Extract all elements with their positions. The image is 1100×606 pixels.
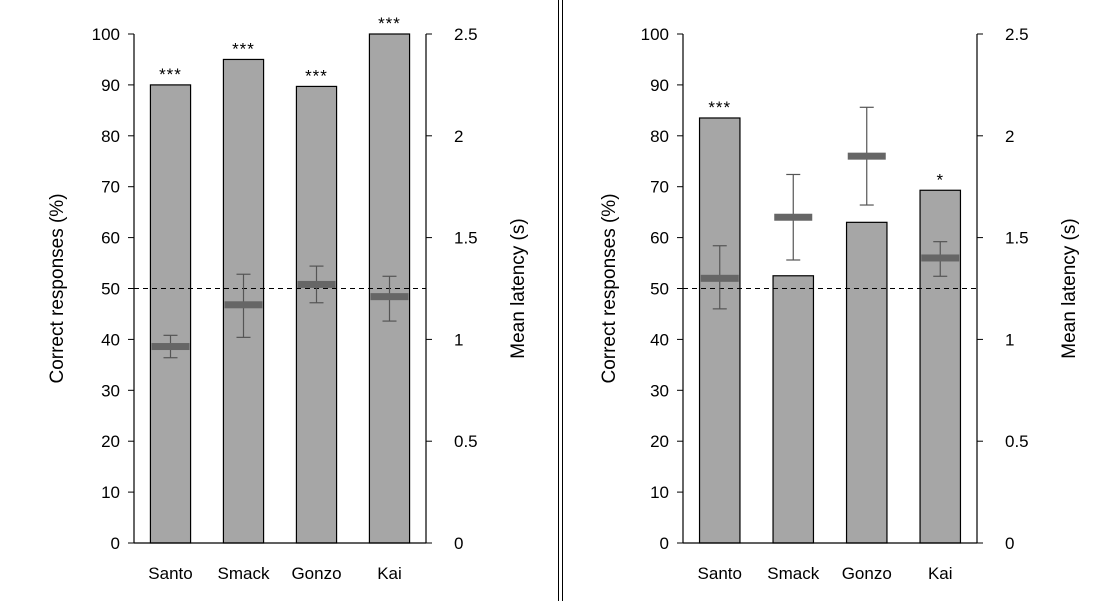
chart-right: ****010203040506070809010000.511.522.5Sa…: [599, 25, 1080, 583]
right-y-tick-label: 0: [1005, 534, 1014, 553]
left-y-tick-label: 90: [101, 76, 120, 95]
latency-marker-kai: [370, 293, 409, 301]
latency-marker-gonzo: [847, 152, 886, 160]
left-y-tick-label: 90: [650, 76, 669, 95]
significance-label: ***: [378, 14, 401, 33]
right-y-tick-label: 1: [1005, 330, 1014, 349]
left-y-tick-label: 50: [101, 280, 120, 299]
left-axis-title: Correct responses (%): [599, 193, 620, 383]
right-axis-title: Mean latency (s): [508, 218, 529, 358]
left-y-tick-label: 0: [111, 534, 120, 553]
latency-marker-gonzo: [297, 280, 336, 288]
significance-label: ***: [159, 65, 182, 84]
right-y-tick-label: 2: [454, 127, 463, 146]
left-y-tick-label: 20: [101, 432, 120, 451]
bar-smack: [772, 275, 815, 544]
right-y-tick-label: 0: [454, 534, 463, 553]
left-y-tick-label: 100: [92, 25, 120, 44]
left-axis-title: Correct responses (%): [47, 193, 68, 383]
bar-gonzo: [845, 221, 888, 544]
significance-label: ***: [232, 39, 255, 58]
category-label-smack: Smack: [767, 564, 819, 583]
left-y-tick-label: 60: [101, 229, 120, 248]
left-y-tick-label: 60: [650, 229, 669, 248]
bar-santo: [149, 84, 192, 544]
right-y-tick-label: 0.5: [1005, 432, 1029, 451]
right-axis-title: Mean latency (s): [1059, 218, 1080, 358]
category-label-gonzo: Gonzo: [291, 564, 341, 583]
left-y-tick-label: 70: [101, 178, 120, 197]
left-y-tick-label: 40: [101, 330, 120, 349]
left-y-tick-label: 50: [650, 280, 669, 299]
bar-santo: [698, 117, 741, 544]
significance-label: ***: [305, 66, 328, 85]
left-y-tick-label: 70: [650, 178, 669, 197]
latency-marker-smack: [224, 301, 263, 309]
category-label-kai: Kai: [928, 564, 953, 583]
left-y-tick-label: 80: [101, 127, 120, 146]
right-y-tick-label: 2.5: [1005, 25, 1029, 44]
category-label-smack: Smack: [218, 564, 270, 583]
chart-left: *** *** *** *** 0 10 20 30 40 50 60 70 80 90 100 0 0.5 1 1…: [47, 14, 529, 583]
right-y-tick-label: 2: [1005, 127, 1014, 146]
left-y-tick-label: 20: [650, 432, 669, 451]
left-y-tick-label: 100: [641, 25, 669, 44]
left-y-tick-label: 30: [101, 381, 120, 400]
category-label-kai: Kai: [377, 564, 402, 583]
right-y-tick-label: 1.5: [454, 229, 478, 248]
latency-marker-santo: [700, 274, 739, 282]
category-label-santo: Santo: [698, 564, 742, 583]
left-y-tick-label: 80: [650, 127, 669, 146]
significance-label: ***: [708, 98, 731, 117]
bar-gonzo: [295, 85, 338, 544]
right-y-tick-label: 2.5: [454, 25, 478, 44]
latency-marker-smack: [774, 213, 813, 221]
chart-panel-right: *** * 0 10 20 30 40 50 60 70 80 90 100 0 0.5 1 1.5 2 2.5 Sa…: [562, 0, 1100, 601]
right-y-tick-label: 1.5: [1005, 229, 1029, 248]
left-y-tick-label: 0: [660, 534, 669, 553]
left-y-tick-label: 10: [650, 483, 669, 502]
left-y-tick-label: 40: [650, 330, 669, 349]
right-y-tick-label: 0.5: [454, 432, 478, 451]
left-y-tick-label: 30: [650, 381, 669, 400]
left-y-tick-label: 10: [101, 483, 120, 502]
category-label-santo: Santo: [148, 564, 192, 583]
category-label-gonzo: Gonzo: [842, 564, 892, 583]
right-y-tick-label: 1: [454, 330, 463, 349]
latency-marker-kai: [921, 254, 960, 262]
latency-marker-santo: [151, 343, 190, 351]
significance-label: *: [936, 170, 944, 189]
chart-panel-left: *** *** *** *** 0 10 20 30 40 50 60 70 80 90 100 0 0.5 1 1…: [47, 0, 559, 601]
